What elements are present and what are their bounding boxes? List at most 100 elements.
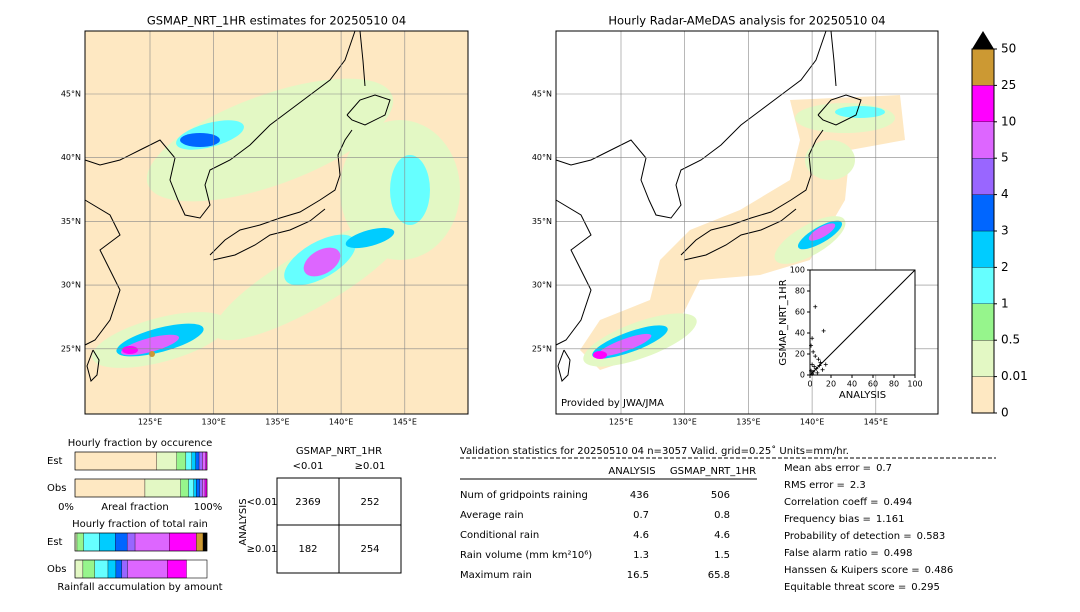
colorbar-label: 5 bbox=[1001, 151, 1009, 165]
score-value: 1.161 bbox=[876, 514, 905, 525]
panel-title: Hourly fraction of total rain bbox=[72, 519, 208, 530]
y-tick-label: 20 bbox=[795, 350, 805, 359]
y-tick-label: 100 bbox=[790, 266, 805, 275]
score-value: 0.583 bbox=[917, 531, 946, 542]
stat-label: Maximum rain bbox=[460, 570, 532, 581]
fraction-segment bbox=[94, 559, 109, 579]
score-value: 0.295 bbox=[911, 582, 940, 593]
lat-label: 40°N bbox=[532, 153, 552, 162]
column-header: GSMAP_NRT_1HR bbox=[670, 466, 756, 477]
score: RMS error = 2.3 bbox=[784, 480, 866, 491]
score-label: Frequency bias = bbox=[784, 514, 871, 525]
lon-label: 130°E bbox=[673, 418, 697, 427]
table-cell: 252 bbox=[360, 497, 379, 508]
score-label: Hanssen & Kuipers score = bbox=[784, 565, 920, 576]
y-axis-label: GSMAP_NRT_1HR bbox=[778, 279, 789, 365]
lat-label: 25°N bbox=[532, 344, 552, 353]
fraction-segment bbox=[121, 559, 128, 579]
fraction-segment bbox=[76, 532, 84, 552]
fraction-segment bbox=[74, 559, 84, 579]
table-cell: 2369 bbox=[295, 497, 320, 508]
scatter-point bbox=[812, 364, 817, 369]
colorbar-extend bbox=[972, 31, 994, 49]
lon-label: 130°E bbox=[202, 418, 226, 427]
stat-value: 4.6 bbox=[633, 530, 649, 541]
scatter-point bbox=[810, 336, 815, 341]
fraction-segment bbox=[156, 451, 177, 471]
scatter-point bbox=[813, 354, 818, 359]
score-label: Equitable threat score = bbox=[784, 582, 906, 593]
stat-label: Rain volume (mm km²10⁶) bbox=[460, 550, 592, 561]
lat-label: 40°N bbox=[61, 153, 81, 162]
colorbar-segment bbox=[971, 158, 995, 195]
lon-label: 140°E bbox=[800, 418, 824, 427]
fraction-segment bbox=[198, 451, 203, 471]
fraction-segment bbox=[202, 478, 206, 498]
colorbar-segment bbox=[971, 230, 995, 268]
stat-value: 0.7 bbox=[633, 510, 649, 521]
colorbar-segment bbox=[971, 48, 995, 86]
fraction-segment bbox=[127, 559, 168, 579]
score: Correlation coeff = 0.494 bbox=[784, 497, 912, 508]
fraction-segment bbox=[169, 532, 197, 552]
colorbar-label: 2 bbox=[1001, 260, 1009, 274]
score-label: False alarm ratio = bbox=[784, 548, 879, 559]
axis-label: 0% bbox=[58, 502, 74, 513]
lat-label: 45°N bbox=[61, 90, 81, 99]
scatter-point bbox=[817, 363, 822, 368]
score-label: RMS error = bbox=[784, 480, 845, 491]
fraction-segment bbox=[167, 559, 187, 579]
lat-label: 30°N bbox=[532, 281, 552, 290]
fraction-segment bbox=[82, 559, 95, 579]
axis-label: Areal fraction bbox=[101, 502, 168, 513]
colorbar-segment bbox=[971, 121, 995, 159]
fraction-segment bbox=[115, 559, 123, 579]
fraction-segment bbox=[74, 451, 157, 471]
fraction-segment bbox=[176, 451, 187, 471]
score: False alarm ratio = 0.498 bbox=[784, 548, 912, 559]
fraction-segment bbox=[191, 451, 196, 471]
lon-label: 145°E bbox=[393, 418, 417, 427]
colorbar-label: 50 bbox=[1001, 42, 1016, 56]
row-label: <0.01 bbox=[247, 497, 278, 508]
fraction-segment bbox=[188, 478, 194, 498]
x-tick-label: 20 bbox=[826, 380, 836, 389]
stat-value: 506 bbox=[711, 490, 730, 501]
fraction-segment bbox=[144, 478, 181, 498]
y-tick-label: 0 bbox=[800, 371, 805, 380]
fraction-segment bbox=[199, 478, 203, 498]
table-cell: 182 bbox=[298, 544, 317, 555]
scatter-point bbox=[820, 367, 825, 372]
score: Probability of detection = 0.583 bbox=[784, 531, 945, 542]
row-label: Est bbox=[47, 537, 63, 548]
stat-value: 436 bbox=[630, 490, 649, 501]
colorbar-segment bbox=[971, 267, 995, 304]
row-label: Obs bbox=[47, 483, 66, 494]
stat-value: 1.3 bbox=[633, 550, 649, 561]
score-value: 0.494 bbox=[884, 497, 913, 508]
row-title: ANALYSIS bbox=[238, 498, 249, 545]
scatter-point bbox=[813, 304, 818, 309]
y-tick-label: 60 bbox=[795, 308, 805, 317]
fraction-segment bbox=[185, 451, 192, 471]
stat-value: 4.6 bbox=[714, 530, 730, 541]
scatter-point bbox=[816, 357, 821, 362]
stat-label: Conditional rain bbox=[460, 530, 539, 541]
stat-value: 1.5 bbox=[714, 550, 730, 561]
fraction-segment bbox=[193, 478, 197, 498]
stat-value: 65.8 bbox=[708, 570, 730, 581]
colorbar-segment bbox=[971, 376, 995, 414]
colorbar-label: 0.5 bbox=[1001, 333, 1020, 347]
colorbar-label: 4 bbox=[1001, 187, 1009, 201]
credit: Provided by JWA/JMA bbox=[561, 398, 664, 409]
scatter-point bbox=[809, 368, 814, 373]
panel-title: Hourly fraction by occurence bbox=[68, 438, 212, 449]
y-tick-label: 80 bbox=[795, 287, 805, 296]
x-axis-label: ANALYSIS bbox=[839, 390, 886, 401]
scatter-point bbox=[810, 362, 815, 367]
x-tick-label: 60 bbox=[868, 380, 878, 389]
fraction-segment bbox=[202, 532, 208, 552]
scatter-point bbox=[814, 366, 819, 371]
lon-label: 145°E bbox=[864, 418, 888, 427]
